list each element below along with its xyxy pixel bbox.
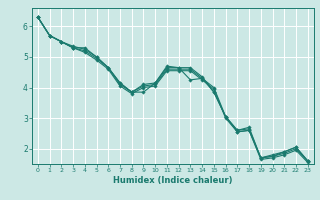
- X-axis label: Humidex (Indice chaleur): Humidex (Indice chaleur): [113, 176, 233, 185]
